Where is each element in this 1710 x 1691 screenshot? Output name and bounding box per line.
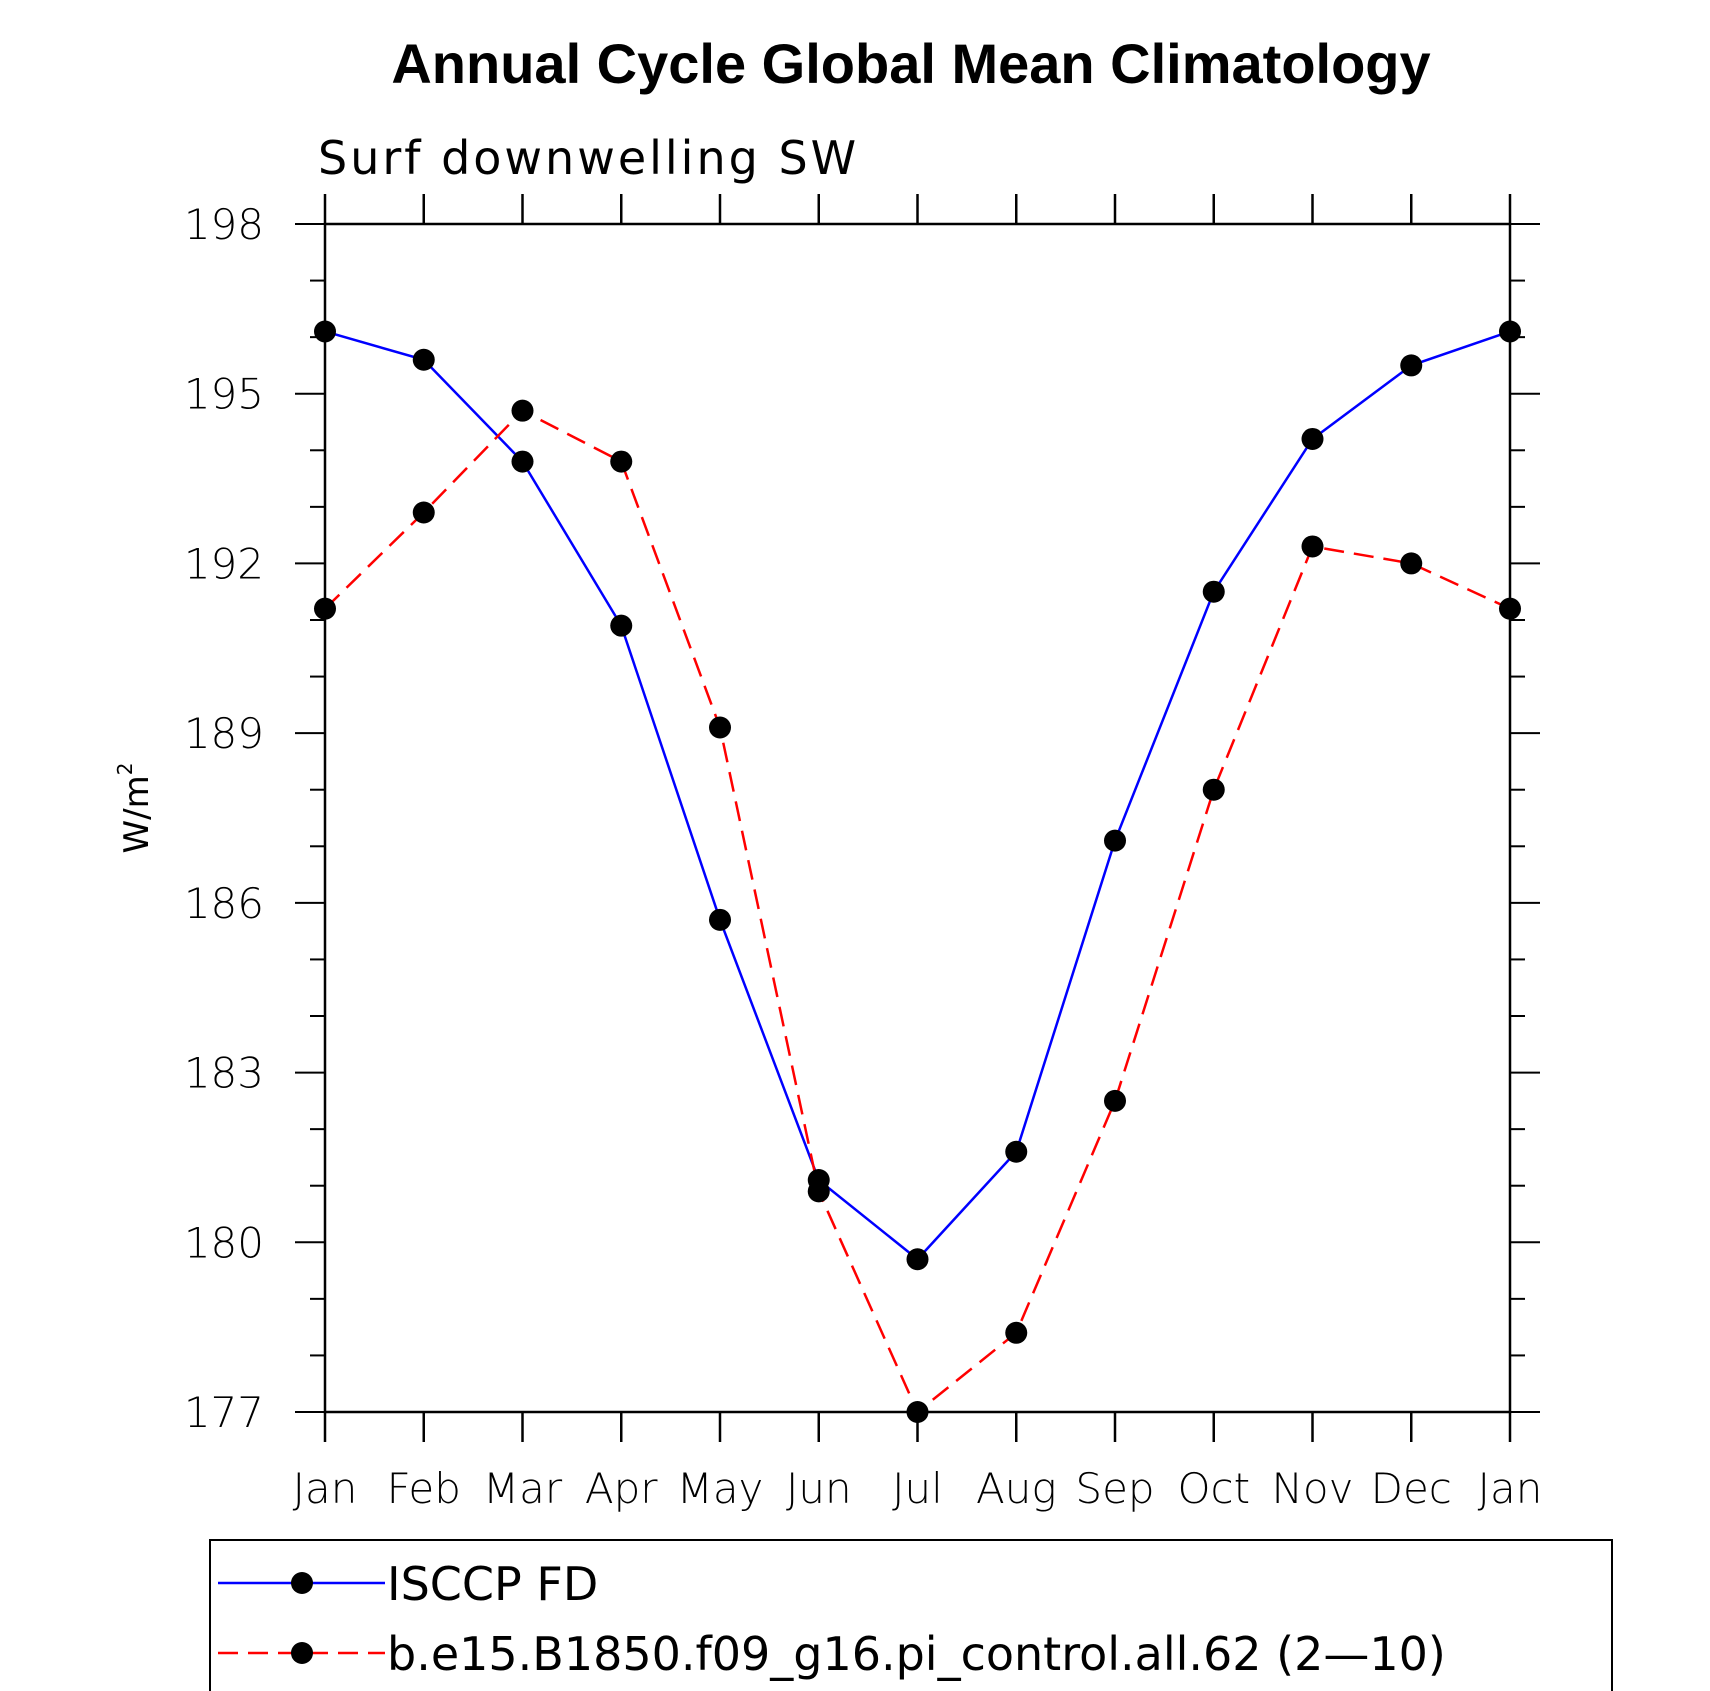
plot-frame: [323, 222, 1512, 1414]
data-point-series-0: [1301, 427, 1324, 450]
legend-label-model: b.e15.B1850.f09_g16.pi_control.all.62 (2…: [387, 1627, 1446, 1681]
data-point-series-1: [412, 501, 435, 524]
data-point-series-1: [906, 1401, 929, 1423]
y-tick-label: 186: [184, 879, 264, 928]
data-point-series-1: [1400, 552, 1423, 575]
data-point-series-0: [1005, 1140, 1028, 1163]
y-axis-label: W/m2: [113, 763, 157, 854]
data-point-series-1: [1499, 597, 1521, 620]
legend: ISCCP FD b.e15.B1850.f09_g16.pi_control.…: [209, 1539, 1613, 1691]
data-point-series-0: [610, 614, 633, 637]
x-tick-label: Nov: [1272, 1464, 1354, 1513]
data-point-series-0: [1400, 354, 1423, 377]
x-tick-label: Sep: [1075, 1464, 1154, 1513]
x-tick-label: Aug: [976, 1464, 1057, 1513]
data-point-series-0: [1104, 829, 1126, 852]
x-tick-label: Feb: [387, 1464, 461, 1513]
legend-marker-isccp: [291, 1572, 313, 1594]
y-axis-label-text: W/m: [117, 775, 157, 853]
y-tick-label: 192: [184, 539, 264, 588]
y-axis: 177 180 183 186 189 192 195 198: [184, 200, 1540, 1437]
y-tick-label: 198: [184, 200, 264, 249]
y-tick-label: 180: [184, 1218, 264, 1267]
data-point-series-0: [709, 908, 731, 931]
y-tick-label: 177: [184, 1388, 264, 1437]
y-tick-label: 183: [184, 1049, 264, 1098]
data-point-series-1: [1301, 535, 1324, 558]
series-line-0: [324, 330, 1511, 1261]
plot-border: [323, 222, 1512, 1414]
x-tick-label: Jun: [786, 1464, 852, 1513]
x-tick-label: Mar: [483, 1464, 563, 1513]
data-point-series-1: [1202, 778, 1225, 801]
x-tick-label: Jan: [293, 1464, 358, 1513]
data-point-series-0: [314, 320, 336, 343]
y-axis-label-superscript: 2: [113, 763, 137, 776]
x-tick-label: May: [677, 1464, 764, 1513]
data-point-series-0: [906, 1248, 929, 1271]
data-point-series-1: [511, 399, 534, 422]
legend-box: [209, 1539, 1613, 1691]
data-point-series-0: [412, 348, 435, 371]
svg-text:W/m2: W/m2: [113, 763, 157, 854]
x-axis: Jan Feb Mar Apr May Jun Jul Aug Sep Oct Nov Dec Jan: [293, 194, 1543, 1513]
data-point-series-1: [610, 450, 633, 473]
x-tick-label: Jan: [1478, 1464, 1543, 1513]
x-tick-label: Jul: [892, 1464, 943, 1513]
data-point-series-1: [1005, 1321, 1028, 1344]
data-point-series-0: [1202, 580, 1225, 603]
y-tick-label: 195: [184, 370, 264, 419]
data-point-series-1: [709, 716, 731, 739]
legend-label-isccp: ISCCP FD: [387, 1557, 598, 1611]
data-point-series-0: [1499, 320, 1521, 343]
y-tick-label: 189: [184, 709, 264, 758]
data-point-series-1: [1104, 1089, 1126, 1112]
chart-title: Annual Cycle Global Mean Climatology: [391, 32, 1430, 95]
data-point-series-0: [511, 450, 534, 473]
data-point-series-1: [314, 597, 336, 620]
x-tick-label: Apr: [585, 1464, 658, 1513]
x-tick-label: Dec: [1371, 1464, 1452, 1513]
x-tick-label: Oct: [1177, 1464, 1250, 1513]
series-points: [314, 320, 1521, 1423]
chart-subtitle: Surf downwelling SW: [318, 131, 859, 185]
legend-marker-model: [291, 1642, 313, 1664]
data-point-series-1: [807, 1180, 830, 1203]
